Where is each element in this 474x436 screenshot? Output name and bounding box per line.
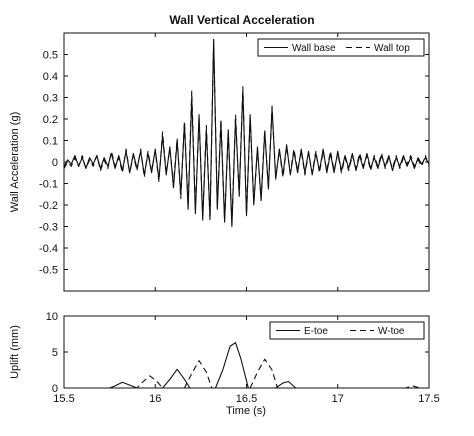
uplift-x-ticks: 15.5 16 16.5 17 17.5 xyxy=(53,316,440,405)
uplift-y-tick-label: 0 xyxy=(52,383,58,395)
uplift-x-tick-label: 17.5 xyxy=(418,393,439,405)
legend-e-toe-label: E-toe xyxy=(304,326,328,337)
uplift-x-axis-label: Time (s) xyxy=(226,405,266,417)
acceleration-y-tick-label: 0.4 xyxy=(43,71,58,83)
uplift-y-axis-label: Uplift (mm) xyxy=(9,325,21,379)
uplift-y-tick-label: 5 xyxy=(52,347,58,359)
uplift-y-ticks: 0 5 10 xyxy=(46,311,429,395)
acceleration-legend: Wall base Wall top xyxy=(257,38,425,57)
uplift-legend: E-toe W-toe xyxy=(269,321,425,340)
legend-w-toe-label: W-toe xyxy=(378,326,405,337)
uplift-series-line-1 xyxy=(64,358,429,389)
acceleration-y-tick-label: -0.3 xyxy=(39,222,58,234)
acceleration-series-group xyxy=(63,38,430,228)
uplift-legend-box xyxy=(269,321,425,340)
acceleration-y-tick-label: -0.1 xyxy=(39,179,58,191)
acceleration-y-axis-label: Wall Acceleration (g) xyxy=(9,112,21,212)
acceleration-chart: Wall Vertical Acceleration Wall Accelera… xyxy=(9,13,430,292)
acceleration-y-tick-label: 0.1 xyxy=(43,136,58,148)
acceleration-plot-area xyxy=(63,32,430,292)
acceleration-y-tick-label: -0.4 xyxy=(39,243,58,255)
acceleration-series-line-1 xyxy=(63,41,430,225)
uplift-series-line-0 xyxy=(64,342,429,389)
uplift-x-tick-label: 16 xyxy=(149,393,161,405)
uplift-y-tick-label: 10 xyxy=(46,311,58,323)
acceleration-y-tick-label: 0 xyxy=(52,157,58,169)
uplift-series-group xyxy=(64,342,429,389)
acceleration-chart-title: Wall Vertical Acceleration xyxy=(169,13,314,27)
acceleration-y-tick-label: 0.5 xyxy=(43,50,58,62)
uplift-x-tick-label: 15.5 xyxy=(53,393,74,405)
uplift-x-tick-label: 16.5 xyxy=(236,393,257,405)
acceleration-legend-box xyxy=(257,38,425,57)
acceleration-y-tick-label: 0.2 xyxy=(43,114,58,126)
acceleration-y-ticks: -0.5 -0.4 -0.3 -0.2 -0.1 0 0.1 0.2 0.3 0.4 0.5 xyxy=(39,33,430,291)
legend-wall-top-label: Wall top xyxy=(374,43,410,54)
acceleration-y-tick-label: 0.3 xyxy=(43,93,58,105)
acceleration-y-tick-label: -0.5 xyxy=(39,265,58,277)
acceleration-y-tick-label: -0.2 xyxy=(39,200,58,212)
legend-wall-base-label: Wall base xyxy=(292,43,336,54)
uplift-chart: Uplift (mm) Time (s) 0 5 10 15.5 16 16.5 17 17… xyxy=(9,311,440,417)
uplift-x-tick-label: 17 xyxy=(332,393,344,405)
